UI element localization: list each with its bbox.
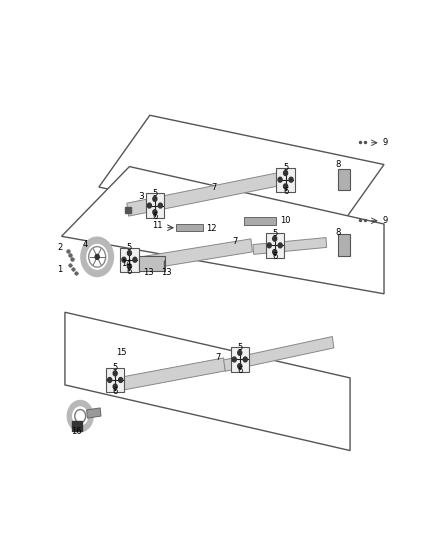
Text: 5: 5 xyxy=(283,163,288,172)
Text: 6: 6 xyxy=(272,252,277,261)
Polygon shape xyxy=(114,358,225,391)
Circle shape xyxy=(267,243,271,248)
Circle shape xyxy=(278,243,282,248)
Circle shape xyxy=(278,177,282,182)
Circle shape xyxy=(147,203,152,208)
Circle shape xyxy=(283,171,288,175)
Text: 8: 8 xyxy=(336,160,341,169)
Polygon shape xyxy=(224,336,334,372)
Circle shape xyxy=(95,254,99,260)
Circle shape xyxy=(113,384,117,389)
Circle shape xyxy=(127,264,131,269)
FancyBboxPatch shape xyxy=(265,233,284,257)
Circle shape xyxy=(238,350,242,355)
Polygon shape xyxy=(87,408,101,418)
FancyBboxPatch shape xyxy=(106,368,124,392)
FancyBboxPatch shape xyxy=(176,224,203,231)
Circle shape xyxy=(273,236,277,241)
Text: 6: 6 xyxy=(127,266,132,276)
Text: 5: 5 xyxy=(237,343,242,352)
FancyBboxPatch shape xyxy=(120,247,138,272)
Text: 9: 9 xyxy=(382,138,388,147)
FancyBboxPatch shape xyxy=(338,235,350,256)
Text: 5: 5 xyxy=(113,363,118,372)
Text: 16: 16 xyxy=(71,427,82,436)
FancyBboxPatch shape xyxy=(244,216,276,225)
Text: 12: 12 xyxy=(206,224,216,232)
Circle shape xyxy=(73,407,88,425)
Polygon shape xyxy=(65,312,350,450)
Circle shape xyxy=(232,357,236,362)
Text: 10: 10 xyxy=(280,216,291,225)
Text: 3: 3 xyxy=(138,191,144,200)
Text: 7: 7 xyxy=(232,237,237,246)
Circle shape xyxy=(87,245,107,269)
Circle shape xyxy=(273,249,277,254)
FancyBboxPatch shape xyxy=(146,193,164,218)
FancyBboxPatch shape xyxy=(230,348,249,372)
Text: 2: 2 xyxy=(57,244,62,252)
Text: 4: 4 xyxy=(83,240,88,249)
Text: 1: 1 xyxy=(57,265,62,273)
Text: 6: 6 xyxy=(237,367,243,375)
Circle shape xyxy=(133,257,137,262)
Text: 13: 13 xyxy=(143,268,153,277)
Circle shape xyxy=(81,237,113,277)
Text: 14: 14 xyxy=(120,260,131,268)
Circle shape xyxy=(153,197,157,201)
Circle shape xyxy=(283,184,288,189)
Polygon shape xyxy=(131,239,252,272)
Text: 7: 7 xyxy=(211,183,216,192)
Text: 6: 6 xyxy=(152,212,158,221)
Circle shape xyxy=(159,203,162,208)
Circle shape xyxy=(113,371,117,376)
Circle shape xyxy=(243,357,247,362)
Text: 13: 13 xyxy=(162,268,172,277)
Text: 5: 5 xyxy=(272,229,277,238)
Circle shape xyxy=(119,377,123,382)
Circle shape xyxy=(153,210,157,215)
Polygon shape xyxy=(61,166,384,294)
Text: 11: 11 xyxy=(152,221,162,230)
Text: 5: 5 xyxy=(152,189,158,198)
Text: 15: 15 xyxy=(116,348,126,357)
Text: 9: 9 xyxy=(382,216,388,225)
Circle shape xyxy=(67,400,93,432)
FancyBboxPatch shape xyxy=(138,256,165,271)
Polygon shape xyxy=(253,238,327,254)
Text: 8: 8 xyxy=(336,228,341,237)
Circle shape xyxy=(127,251,131,255)
Polygon shape xyxy=(127,172,281,216)
Text: 6: 6 xyxy=(283,187,288,196)
Text: 7: 7 xyxy=(215,353,220,362)
Polygon shape xyxy=(99,115,384,236)
Circle shape xyxy=(238,364,242,368)
Circle shape xyxy=(122,257,126,262)
FancyBboxPatch shape xyxy=(276,167,295,192)
Circle shape xyxy=(289,177,293,182)
Text: 5: 5 xyxy=(127,243,132,252)
Text: 6: 6 xyxy=(113,387,118,396)
FancyBboxPatch shape xyxy=(338,168,350,190)
Circle shape xyxy=(108,377,112,382)
